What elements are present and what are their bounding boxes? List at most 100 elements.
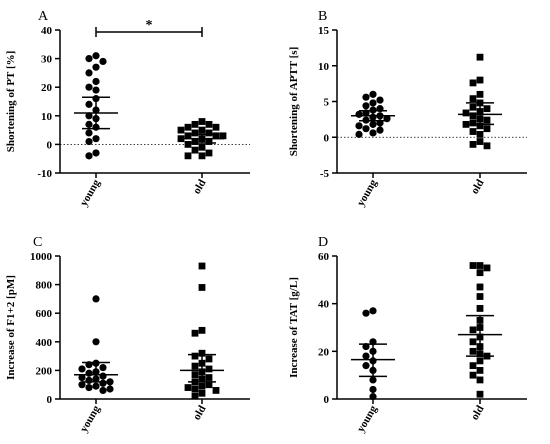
data-point <box>85 376 93 385</box>
y-tick-label: 0 <box>324 132 330 144</box>
data-point <box>362 362 370 370</box>
data-point <box>205 381 213 389</box>
data-point <box>469 95 477 103</box>
data-point <box>476 305 484 312</box>
category-label-old: old <box>191 404 209 423</box>
y-tick-label: -10 <box>37 168 52 180</box>
data-point <box>362 309 370 317</box>
data-point <box>462 109 470 117</box>
data-point <box>469 112 477 120</box>
y-tick-label: 40 <box>318 299 330 311</box>
data-point <box>92 135 100 143</box>
data-point <box>476 90 484 98</box>
data-point <box>362 93 370 101</box>
data-point <box>184 152 192 160</box>
data-point <box>476 357 484 365</box>
data-point <box>469 141 477 148</box>
data-point <box>205 149 213 157</box>
panel-b: B -5 0 5 10 15 Shortening of APTT [s] young old <box>288 9 527 208</box>
data-point <box>85 120 93 128</box>
data-point <box>85 112 93 120</box>
data-point <box>469 79 477 87</box>
data-point <box>362 102 370 110</box>
data-point <box>85 69 93 77</box>
data-point <box>198 389 206 397</box>
data-point <box>184 384 192 391</box>
data-point <box>92 86 100 94</box>
y-tick-label: 800 <box>36 280 53 292</box>
data-point <box>362 125 370 133</box>
data-point <box>476 76 484 84</box>
category-label-young: young <box>78 177 103 208</box>
y-axis-title: Shortening of PT [%] <box>5 51 17 153</box>
y-tick-label: 1000 <box>30 251 53 263</box>
data-point <box>483 264 491 272</box>
data-point <box>191 371 199 379</box>
data-point <box>205 355 213 363</box>
panel-letter: D <box>318 235 328 250</box>
category-label-young: young <box>355 403 380 434</box>
panel-d: D 0 20 40 60 Increase of TAT [g/L] young old <box>288 235 527 434</box>
data-point <box>476 130 484 138</box>
panel-c: C 0 200 400 600 800 1000 Increase of F1+2 [pM] y… <box>5 235 250 434</box>
panel-letter: A <box>38 9 49 24</box>
data-point <box>469 338 477 346</box>
data-point <box>191 138 199 145</box>
data-point <box>205 374 213 381</box>
panel-a: A -10 0 10 20 30 40 Shortening of PT [%] young ol… <box>5 9 250 208</box>
y-tick-label: 200 <box>36 365 53 377</box>
data-point <box>198 262 206 270</box>
data-point <box>369 129 377 137</box>
data-point <box>78 373 86 382</box>
y-tick-label: 60 <box>318 251 330 263</box>
data-point <box>92 382 100 390</box>
data-point <box>476 293 484 300</box>
data-point <box>476 390 484 398</box>
panel-letter: C <box>33 235 42 250</box>
data-point <box>476 262 484 269</box>
data-point <box>369 376 377 384</box>
data-point <box>99 386 107 395</box>
y-tick-label: -5 <box>320 168 330 180</box>
data-point <box>85 369 93 377</box>
category-label-old: old <box>469 178 487 197</box>
y-tick-label: 40 <box>41 25 53 37</box>
data-point <box>469 347 477 355</box>
data-point <box>191 392 199 400</box>
data-point <box>184 123 192 131</box>
data-point <box>85 383 93 392</box>
data-point <box>355 130 363 138</box>
data-point <box>476 283 484 291</box>
data-point <box>483 116 491 124</box>
data-point <box>92 338 100 346</box>
data-point <box>85 100 93 108</box>
data-point <box>99 372 107 380</box>
data-point <box>85 55 93 63</box>
y-tick-label: 400 <box>36 337 53 349</box>
data-point <box>376 96 384 104</box>
data-point <box>476 138 484 145</box>
data-point <box>369 90 377 98</box>
data-point <box>369 393 377 401</box>
data-point <box>191 362 199 370</box>
data-point <box>219 132 227 140</box>
data-point <box>85 137 93 146</box>
data-point <box>191 120 199 128</box>
data-point <box>198 349 206 357</box>
category-label-old: old <box>191 178 209 197</box>
data-point <box>99 363 107 372</box>
data-point <box>483 105 491 113</box>
data-point <box>355 122 363 130</box>
y-tick-label: 15 <box>318 25 330 37</box>
data-point <box>212 132 220 140</box>
data-point <box>177 126 185 134</box>
data-point <box>355 110 363 118</box>
data-point <box>191 146 199 154</box>
data-point <box>469 119 477 127</box>
y-tick-label: 20 <box>41 82 53 94</box>
data-point <box>184 141 192 148</box>
y-tick-label: 10 <box>318 61 330 73</box>
data-point <box>78 365 86 373</box>
data-point <box>198 152 206 160</box>
